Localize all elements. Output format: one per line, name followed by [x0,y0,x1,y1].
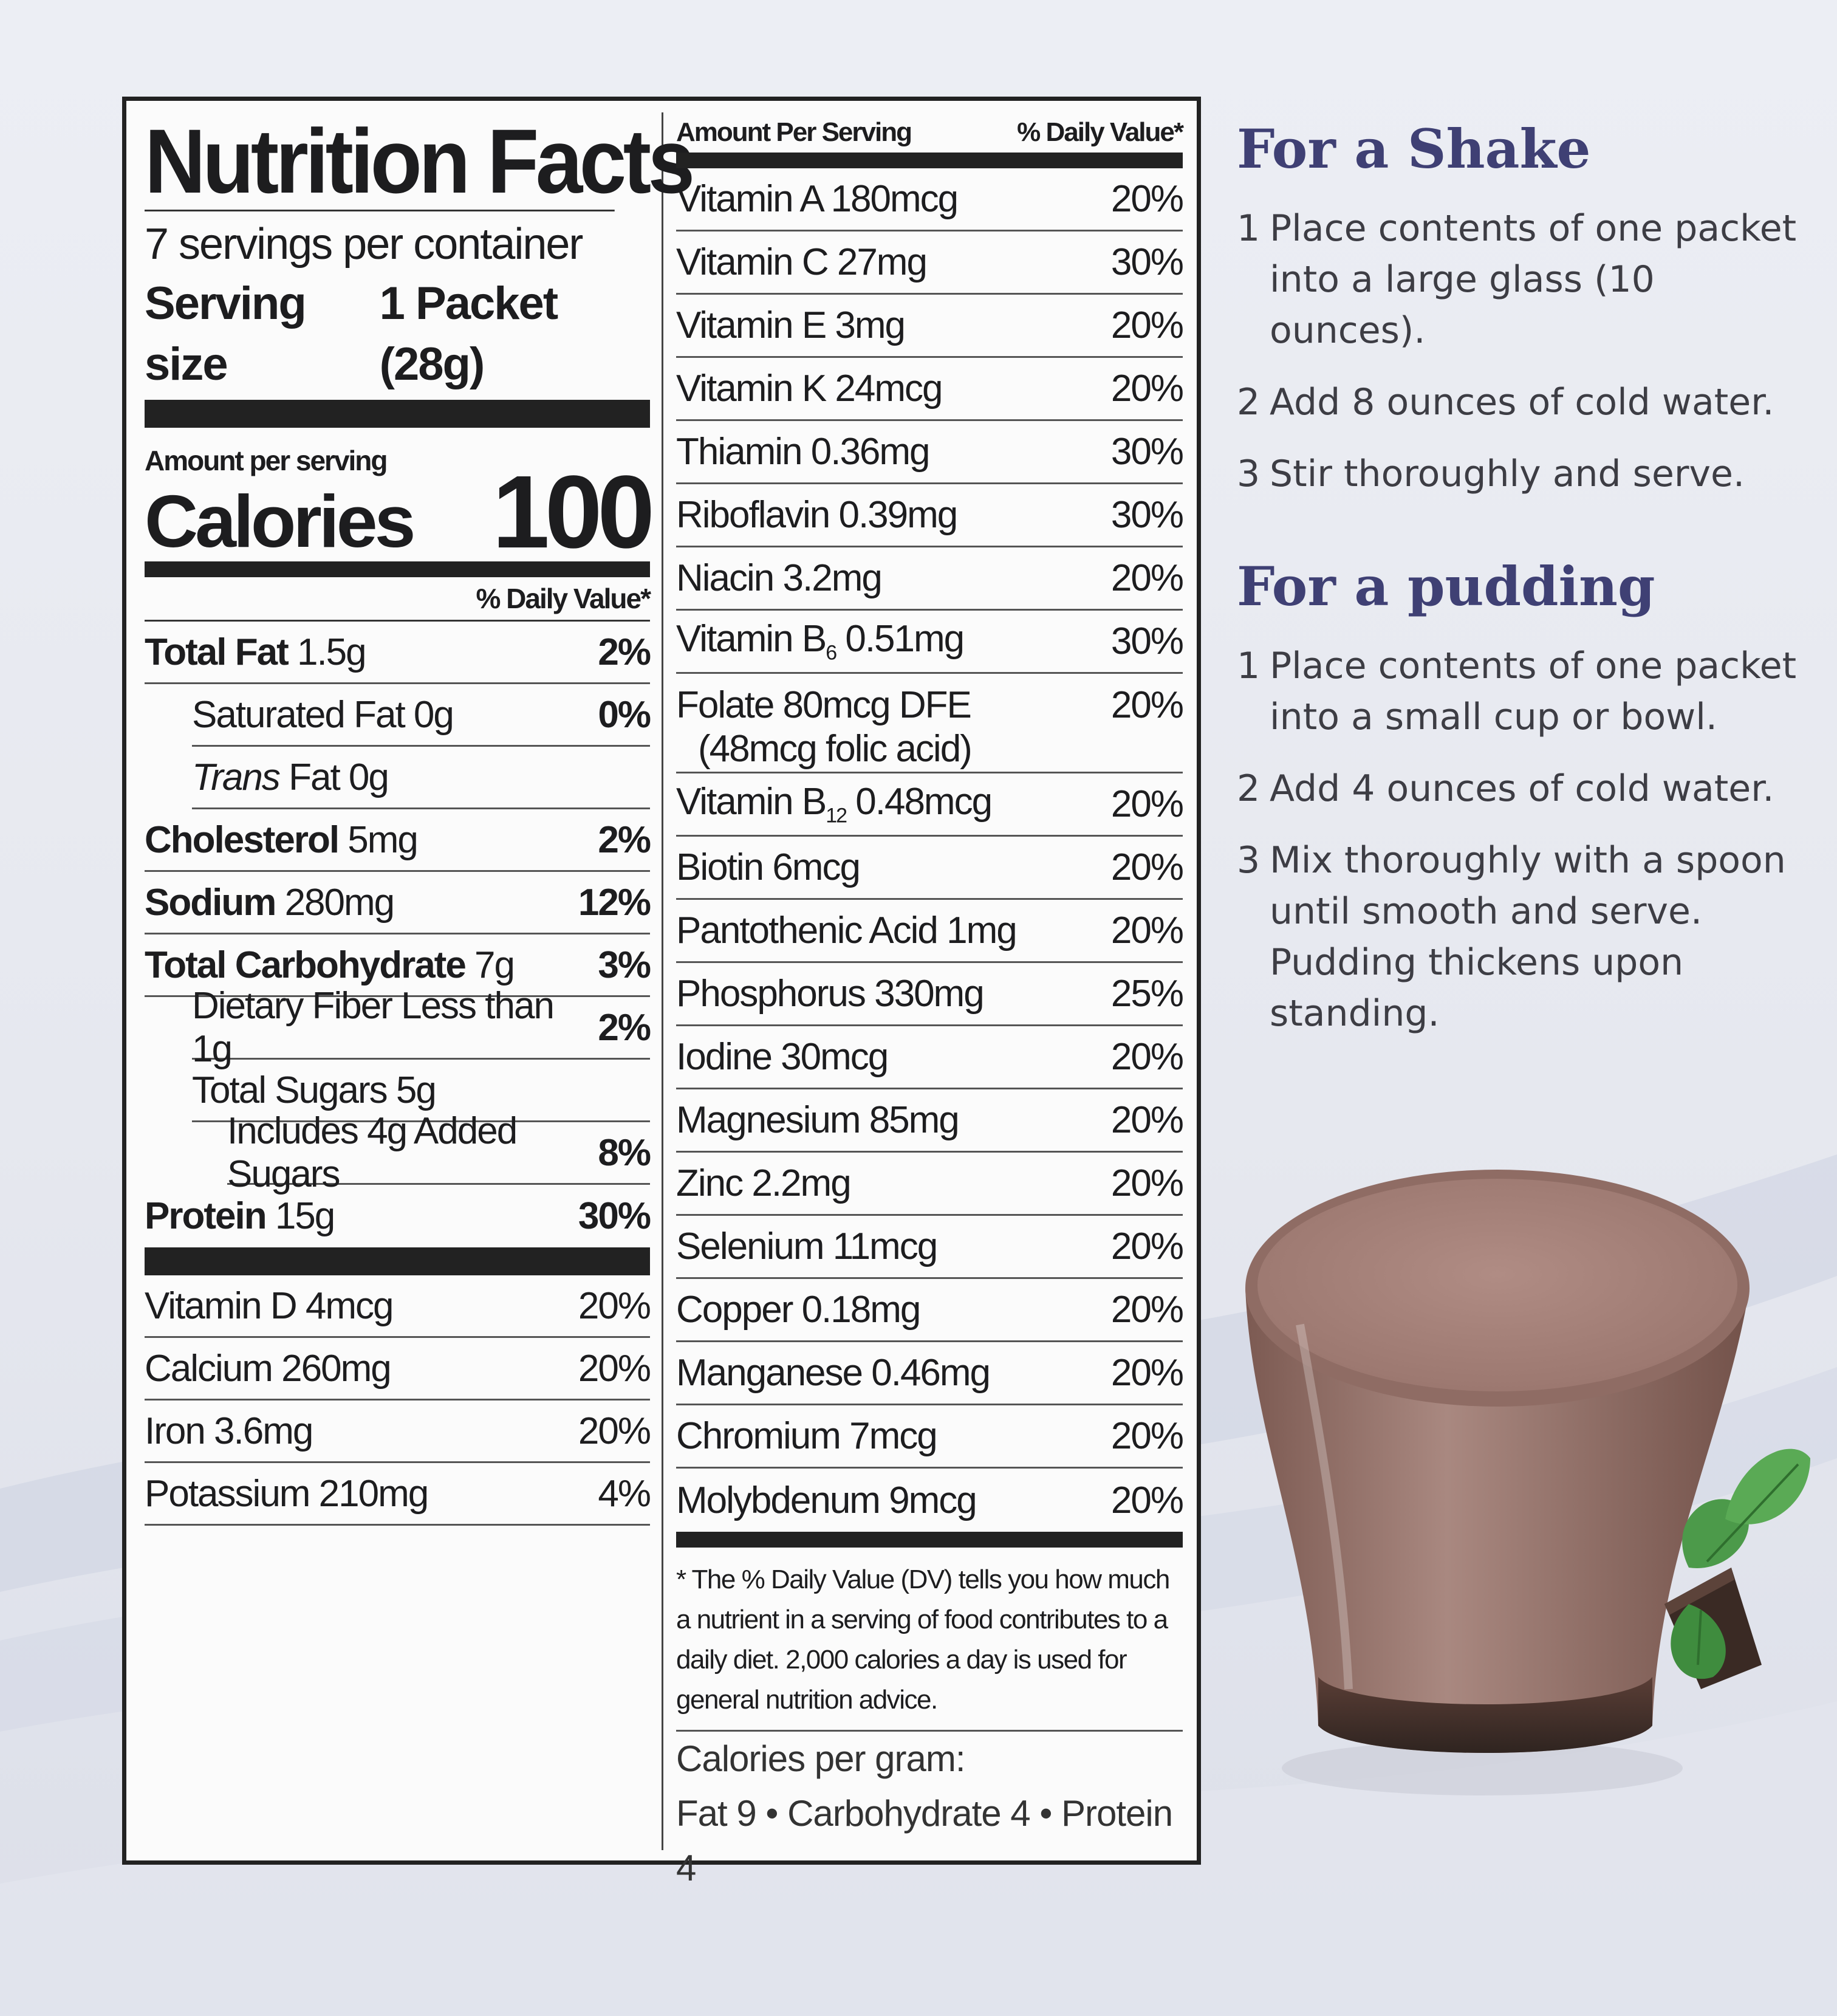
daily-value-footnote: * The % Daily Value (DV) tells you how m… [676,1548,1183,1732]
column-divider [662,112,663,1850]
thick-divider [145,400,650,428]
mineral-row-copper: Copper 0.18mg 20% [676,1279,1184,1342]
amount-per-serving: Amount per serving [145,445,388,476]
medium-divider [676,153,1183,168]
nutrient-row-protein: Protein 15g 30% [145,1195,651,1237]
calories-row: Calories 100 [145,461,655,564]
pudding-title: For a pudding [1237,555,1655,618]
serving-size-value: 1 Packet (28g) [379,278,558,390]
pudding-step-3: 3 Mix thoroughly with a spoon until smoot… [1237,839,1786,1035]
nutrient-row-saturated-fat: Saturated Fat 0g 0% [192,684,651,747]
pudding-directions: For a pudding 1 Place contents of one pac… [1237,553,1820,1039]
mineral-row-chromium: Chromium 7mcg 20% [676,1405,1184,1469]
label-right-column: Amount Per Serving % Daily Value* Vitami… [676,112,1184,1896]
vitamin-row-e: Vitamin E 3mg 20% [676,295,1184,358]
mineral-row-molybdenum: Molybdenum 9mcg 20% [676,1479,1184,1521]
mineral-row-phosphorus: Phosphorus 330mg 25% [676,963,1184,1026]
mineral-row-iron: Iron 3.6mg 20% [145,1401,651,1463]
mineral-row-iodine: Iodine 30mcg 20% [676,1026,1184,1089]
mineral-row-manganese: Manganese 0.46mg 20% [676,1342,1184,1405]
calories-value: 100 [492,454,655,570]
vitamin-row-b12: Vitamin B12 0.48mcg 20% [676,773,1184,837]
serving-size: Serving size 1 Packet (28g) [145,273,650,400]
vitamin-row-thiamin: Thiamin 0.36mg 30% [676,421,1184,484]
vitamin-row-folate: Folate 80mcg DFE (48mcg folic acid) 20% [676,674,1184,773]
calories-per-gram-values: Fat 9 • Carbohydrate 4 • Protein 4 [676,1793,1173,1888]
vitamin-row-a: Vitamin A 180mcg 20% [676,168,1184,231]
vitamin-row-c: Vitamin C 27mg 30% [676,231,1184,295]
vitamin-row-k: Vitamin K 24mcg 20% [676,358,1184,421]
mineral-row-vitamin-d: Vitamin D 4mcg 20% [145,1275,651,1338]
vitamin-row-riboflavin: Riboflavin 0.39mg 30% [676,484,1184,547]
mineral-row-biotin: Biotin 6mcg 20% [676,837,1184,900]
servings-per-container: 7 servings per container [145,220,583,269]
nutrient-row-total-sugars: Total Sugars 5g [192,1060,650,1122]
nutrient-row-trans-fat: Trans Fat 0g [192,747,650,809]
daily-value-header: % Daily Value* [145,577,651,622]
nutrient-row-sodium: Sodium 280mg 12% [145,872,651,934]
vitamin-row-niacin: Niacin 3.2mg 20% [676,547,1184,611]
nutrient-row-added-sugars: Includes 4g Added Sugars 8% [227,1110,651,1195]
shake-title: For a Shake [1237,117,1591,180]
nutrient-row-total-fat: Total Fat 1.5g 2% [145,622,651,684]
mineral-row-magnesium: Magnesium 85mg 20% [676,1089,1184,1153]
calories-per-gram-label: Calories per gram: [676,1738,966,1779]
shake-step-2: 2 Add 8 ounces of cold water. [1237,381,1774,423]
mineral-row-pantothenic-acid: Pantothenic Acid 1mg 20% [676,900,1184,963]
mineral-row-calcium: Calcium 260mg 20% [145,1338,651,1401]
shake-directions: For a Shake 1 Place contents of one packe… [1237,115,1820,499]
nutrient-row-total-carbohydrate: Total Carbohydrate 7g 3% [145,934,651,997]
mineral-row-selenium: Selenium 11mcg 20% [676,1216,1184,1279]
calories-label: Calories [145,480,416,563]
thick-divider [145,1247,650,1275]
pudding-step-2: 2 Add 4 ounces of cold water. [1237,767,1774,810]
pudding-step-1: 1 Place contents of one packet into a sma… [1237,645,1797,738]
mineral-row-zinc: Zinc 2.2mg 20% [676,1153,1184,1216]
vitamin-row-b6: Vitamin B6 0.51mg 30% [676,611,1184,674]
right-column-header: Amount Per Serving % Daily Value* [676,117,1184,147]
medium-divider [145,561,650,577]
nutrient-row-dietary-fiber: Dietary Fiber Less than 1g 2% [192,985,651,1070]
nutrition-facts-title: Nutrition Facts [145,110,695,212]
shake-step-3: 3 Stir thoroughly and serve. [1237,453,1745,495]
shake-step-1: 1 Place contents of one packet into a lar… [1237,207,1797,352]
serving-size-label: Serving size [145,278,307,390]
medium-divider [676,1532,1183,1548]
chocolate-shake-image [1245,1170,1810,1795]
label-left-column: Nutrition Facts 7 servings per container… [145,110,695,1526]
nutrient-row-cholesterol: Cholesterol 5mg 2% [145,809,651,872]
mineral-row-potassium: Potassium 210mg 4% [145,1463,651,1526]
